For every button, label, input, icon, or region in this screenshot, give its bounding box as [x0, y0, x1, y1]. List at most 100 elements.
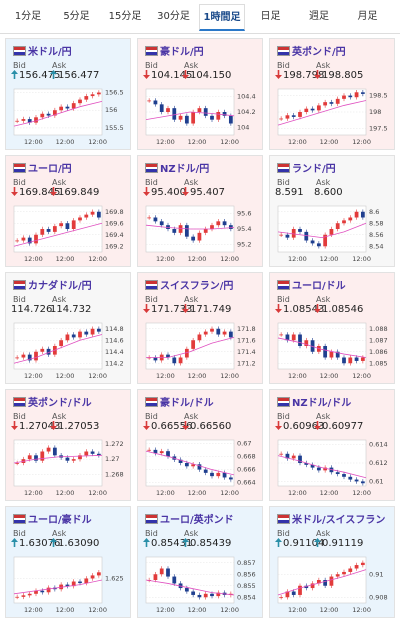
y-tick-label: 0.91 — [369, 570, 383, 578]
rate-card[interactable]: 米ドル/スイスフラン Bid Ask 0.91104 0.91119 0.91 0.908 1… — [269, 506, 395, 618]
x-tick-label: 12:00 — [188, 138, 207, 146]
ask-value: 0.91119 — [314, 538, 363, 549]
candle — [354, 479, 359, 482]
candle — [78, 217, 82, 221]
tab[interactable]: 月足 — [357, 11, 378, 22]
candle — [159, 451, 164, 454]
candle — [329, 351, 334, 358]
candle — [65, 334, 70, 341]
ask-label: Ask — [316, 412, 331, 421]
rate-card[interactable]: ユーロ/豪ドル Bid Ask 1.63076 1.63090 1.625 12:00 12:… — [5, 506, 131, 618]
bid-text: 95.400 — [151, 187, 186, 198]
tab[interactable]: 30分足 — [157, 11, 190, 22]
mini-chart: 0.857 0.856 0.855 0.854 12:00 12:00 12:00 — [145, 556, 256, 614]
bid-text: 0.66556 — [151, 421, 193, 432]
candle — [335, 98, 340, 104]
rate-card[interactable]: NZドル/円 Bid Ask 95.400 95.407 95.6 95.4 95.2 12:0… — [137, 155, 263, 267]
y-tick-label: 198.5 — [369, 92, 388, 100]
x-tick-label: 12:00 — [320, 489, 339, 497]
tab[interactable]: 15分足 — [108, 11, 142, 22]
candle — [342, 220, 346, 224]
candle — [15, 596, 20, 598]
x-tick-label: 12:00 — [320, 606, 339, 614]
candle — [27, 593, 32, 596]
candle — [96, 572, 101, 576]
tab[interactable]: 1分足 — [14, 11, 42, 22]
rate-card[interactable]: 豪ドル/円 Bid Ask 104.145 104.150 104.4 104.2 104 12… — [137, 38, 263, 150]
bid-label: Bid — [145, 178, 158, 187]
rate-card[interactable]: カナダドル/円 Bid Ask 114.726 114.732 114.8 114.6 114… — [5, 272, 131, 384]
x-tick-label: 12:00 — [88, 606, 107, 614]
trend-arrow — [182, 421, 189, 430]
candle — [216, 221, 221, 226]
ask-label: Ask — [184, 529, 199, 538]
ask-label: Ask — [52, 529, 67, 538]
pair-name: 豪ドル/ドル — [160, 398, 214, 409]
arrow-shape — [11, 538, 18, 547]
pair-name: NZドル/ドル — [292, 398, 352, 409]
y-tick-label: 171.2 — [237, 359, 256, 367]
rate-card[interactable]: NZドル/ドル Bid Ask 0.60963 0.60977 0.614 0.612 0.6… — [269, 389, 395, 501]
mini-chart: 95.6 95.4 95.2 12:00 12:00 12:00 — [145, 205, 251, 263]
pair-name: NZドル/円 — [160, 164, 210, 175]
flag — [277, 280, 290, 290]
candle — [335, 574, 340, 577]
ask-text: 169.849 — [58, 187, 100, 198]
x-tick-label: 12:00 — [88, 489, 107, 497]
x-tick-label: 12:00 — [320, 372, 339, 380]
tab[interactable]: 5分足 — [63, 11, 90, 22]
candle — [90, 451, 95, 454]
mini-chart: 169.8 169.6 169.4 169.2 12:00 12:00 12:00 — [13, 205, 124, 263]
rate-card[interactable]: 豪ドル/ドル Bid Ask 0.66556 0.66560 0.67 0.668 0.666… — [137, 389, 263, 501]
candle — [90, 328, 95, 335]
rate-card[interactable]: 英ポンド/円 Bid Ask 198.798 198.805 198.5 198 197.5 1… — [269, 38, 395, 150]
y-tick-label: 8.6 — [369, 208, 379, 216]
candle — [222, 331, 227, 335]
plot-area — [277, 556, 367, 604]
candle — [191, 591, 196, 595]
rate-card[interactable]: ランド/円 Bid Ask 8.591 8.600 8.6 8.58 8.56 8.54 12:0… — [269, 155, 395, 267]
candle — [71, 459, 76, 461]
rate-card[interactable]: ユーロ/円 Bid Ask 169.845 169.849 169.8 169.6 169.4… — [5, 155, 131, 267]
bid-label: Bid — [277, 61, 290, 70]
rate-card[interactable]: 米ドル/円 Bid Ask 156.475 156.477 156.5 156 155.5 12… — [5, 38, 131, 150]
candle — [15, 357, 20, 359]
tab[interactable]: 1時間足 — [199, 4, 245, 31]
plot-area — [277, 322, 367, 370]
arrow-shape — [314, 421, 321, 430]
ask-label: Ask — [52, 178, 67, 187]
arrow-shape — [182, 187, 189, 196]
rate-card[interactable]: ユーロ/英ポンド Bid Ask 0.85431 0.85439 0.857 0.856 0.… — [137, 506, 263, 618]
x-tick-label: 12:00 — [288, 255, 307, 263]
tab[interactable]: 週足 — [309, 11, 329, 22]
tab[interactable]: 日足 — [260, 11, 281, 22]
candle — [304, 463, 309, 465]
mini-chart: 171.8 171.6 171.4 171.2 12:00 12:00 12:00 — [145, 322, 256, 380]
candle — [46, 113, 51, 116]
rate-card[interactable]: スイスフラン/円 Bid Ask 171.733 171.749 171.8 171.6 17… — [137, 272, 263, 384]
candle — [323, 580, 328, 586]
candle — [360, 357, 365, 361]
mini-chart: 0.91 0.908 12:00 12:00 12:00 — [277, 556, 388, 614]
plot-area — [13, 439, 103, 487]
candle — [354, 357, 359, 361]
candle — [153, 100, 158, 105]
candle — [222, 221, 227, 226]
candle — [310, 464, 315, 468]
bid-value: 169.845 — [11, 187, 60, 198]
rate-card[interactable]: ユーロ/ドル Bid Ask 1.08543 1.08546 1.088 1.087 1.08… — [269, 272, 395, 384]
candle — [298, 229, 302, 232]
arrow-shape — [182, 538, 189, 547]
bid-text: 104.145 — [151, 70, 193, 81]
candle — [354, 92, 359, 98]
candle — [71, 220, 76, 229]
pair-name: 英ポンド/ドル — [28, 398, 92, 409]
candle — [34, 117, 38, 123]
moving-average — [145, 579, 235, 596]
y-tick-label: 8.56 — [369, 231, 383, 239]
candle — [228, 331, 233, 338]
rate-card[interactable]: 英ポンド/ドル Bid Ask 1.27043 1.27053 1.272 1.27 1.26… — [5, 389, 131, 501]
ask-value: 171.749 — [182, 304, 231, 315]
candle — [285, 453, 290, 459]
candle — [197, 594, 202, 598]
